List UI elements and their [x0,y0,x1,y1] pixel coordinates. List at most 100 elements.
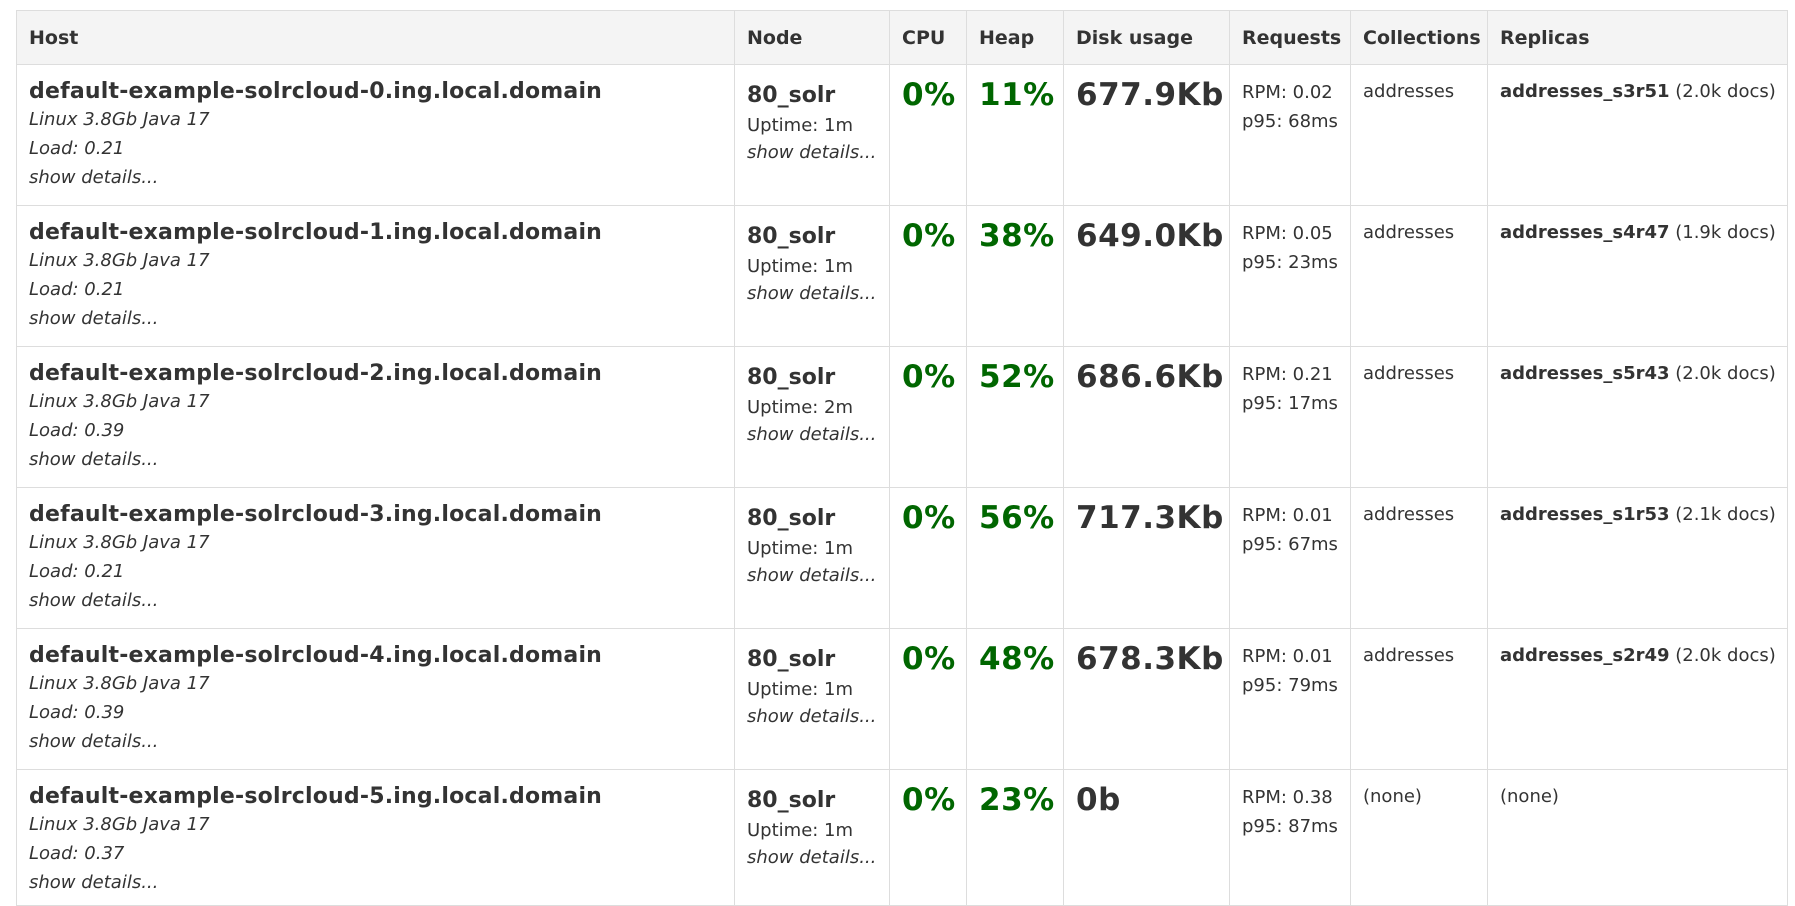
host-os-info: Linux 3.8Gb Java 17 [29,532,210,553]
host-os-info: Linux 3.8Gb Java 17 [29,109,210,130]
disk-cell: 717.3Kb [1063,487,1230,629]
requests-rpm: RPM: 0.05 [1242,223,1333,244]
collection-link[interactable]: addresses [1363,81,1455,102]
host-load: Load: 0.39 [29,702,125,723]
node-cell: 80_solr Uptime: 1m show details... [734,628,890,770]
node-show-details-link[interactable]: show details... [747,565,877,586]
node-show-details-link[interactable]: show details... [747,283,877,304]
collection-link[interactable]: (none) [1363,786,1422,807]
cpu-cell: 0% [889,205,967,347]
disk-usage-value: 649.0Kb [1076,218,1224,254]
collection-link[interactable]: addresses [1363,222,1455,243]
requests-rpm: RPM: 0.38 [1242,787,1333,808]
table-row: default-example-solrcloud-3.ing.local.do… [16,487,1788,629]
disk-cell: 0b [1063,769,1230,906]
replica-name[interactable]: addresses_s5r43 [1500,363,1670,384]
node-uptime: Uptime: 1m [747,538,854,559]
disk-cell: 678.3Kb [1063,628,1230,770]
node-show-details-link[interactable]: show details... [747,142,877,163]
cpu-percent: 0% [902,77,956,113]
host-name: default-example-solrcloud-2.ing.local.do… [29,361,603,386]
collections-cell: addresses [1350,205,1488,347]
requests-p95: p95: 23ms [1242,252,1338,273]
collection-link[interactable]: addresses [1363,645,1455,666]
requests-rpm: RPM: 0.01 [1242,646,1333,667]
header-heap: Heap [966,10,1064,65]
disk-usage-value: 678.3Kb [1076,641,1224,677]
host-load: Load: 0.21 [29,138,125,159]
requests-p95: p95: 79ms [1242,675,1338,696]
header-replicas: Replicas [1487,10,1788,65]
replica-entry: addresses_s1r53 (2.1k docs) [1500,502,1787,528]
table-row: default-example-solrcloud-0.ing.local.do… [16,64,1788,206]
cpu-cell: 0% [889,628,967,770]
requests-p95: p95: 68ms [1242,111,1338,132]
disk-usage-value: 686.6Kb [1076,359,1224,395]
cpu-cell: 0% [889,64,967,206]
host-show-details-link[interactable]: show details... [29,731,159,752]
host-show-details-link[interactable]: show details... [29,872,159,893]
collection-link[interactable]: addresses [1363,363,1455,384]
host-name: default-example-solrcloud-1.ing.local.do… [29,220,603,245]
disk-cell: 677.9Kb [1063,64,1230,206]
table-row: default-example-solrcloud-4.ing.local.do… [16,628,1788,770]
disk-usage-value: 677.9Kb [1076,77,1224,113]
heap-cell: 48% [966,628,1064,770]
requests-rpm: RPM: 0.21 [1242,364,1333,385]
table-row: default-example-solrcloud-1.ing.local.do… [16,205,1788,347]
node-name: 80_solr [747,224,836,249]
host-os-info: Linux 3.8Gb Java 17 [29,673,210,694]
requests-p95: p95: 87ms [1242,816,1338,837]
node-cell: 80_solr Uptime: 1m show details... [734,769,890,906]
replica-name[interactable]: addresses_s3r51 [1500,81,1670,102]
node-show-details-link[interactable]: show details... [747,706,877,727]
host-cell: default-example-solrcloud-0.ing.local.do… [16,64,735,206]
cpu-cell: 0% [889,346,967,488]
disk-cell: 649.0Kb [1063,205,1230,347]
host-load: Load: 0.39 [29,420,125,441]
nodes-table: Host Node CPU Heap Disk usage Requests C… [16,10,1788,906]
replicas-cell: addresses_s5r43 (2.0k docs) [1487,346,1788,488]
requests-rpm: RPM: 0.01 [1242,505,1333,526]
heap-percent: 56% [979,500,1055,536]
host-show-details-link[interactable]: show details... [29,167,159,188]
cpu-percent: 0% [902,641,956,677]
cpu-percent: 0% [902,359,956,395]
replica-doc-count: (2.0k docs) [1669,81,1776,102]
host-show-details-link[interactable]: show details... [29,308,159,329]
node-name: 80_solr [747,788,836,813]
host-cell: default-example-solrcloud-4.ing.local.do… [16,628,735,770]
collections-cell: (none) [1350,769,1488,906]
replica-name[interactable]: addresses_s2r49 [1500,645,1670,666]
node-uptime: Uptime: 1m [747,679,854,700]
host-load: Load: 0.21 [29,279,125,300]
replica-entry: addresses_s2r49 (2.0k docs) [1500,643,1787,669]
host-show-details-link[interactable]: show details... [29,449,159,470]
collections-cell: addresses [1350,628,1488,770]
collection-link[interactable]: addresses [1363,504,1455,525]
node-cell: 80_solr Uptime: 1m show details... [734,487,890,629]
node-show-details-link[interactable]: show details... [747,847,877,868]
cpu-percent: 0% [902,500,956,536]
node-name: 80_solr [747,506,836,531]
heap-percent: 52% [979,359,1055,395]
requests-cell: RPM: 0.01 p95: 67ms [1229,487,1351,629]
host-os-info: Linux 3.8Gb Java 17 [29,814,210,835]
replicas-cell: addresses_s4r47 (1.9k docs) [1487,205,1788,347]
header-disk-usage: Disk usage [1063,10,1230,65]
table-header-row: Host Node CPU Heap Disk usage Requests C… [16,10,1788,65]
replica-doc-count: (none) [1500,786,1559,807]
disk-usage-value: 0b [1076,782,1121,818]
header-cpu: CPU [889,10,967,65]
host-os-info: Linux 3.8Gb Java 17 [29,250,210,271]
replica-name[interactable]: addresses_s1r53 [1500,504,1670,525]
header-collections: Collections [1350,10,1488,65]
requests-cell: RPM: 0.05 p95: 23ms [1229,205,1351,347]
host-os-info: Linux 3.8Gb Java 17 [29,391,210,412]
replica-name[interactable]: addresses_s4r47 [1500,222,1670,243]
requests-cell: RPM: 0.21 p95: 17ms [1229,346,1351,488]
host-cell: default-example-solrcloud-1.ing.local.do… [16,205,735,347]
node-show-details-link[interactable]: show details... [747,424,877,445]
host-show-details-link[interactable]: show details... [29,590,159,611]
requests-cell: RPM: 0.01 p95: 79ms [1229,628,1351,770]
